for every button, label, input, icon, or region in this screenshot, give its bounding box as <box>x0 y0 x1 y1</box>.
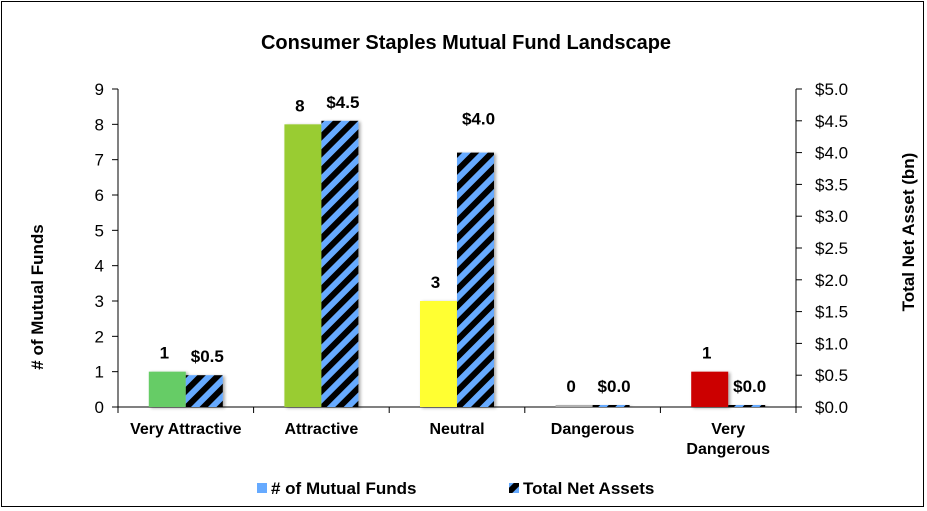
y2-axis-title: Total Net Asset (bn) <box>899 153 918 312</box>
bars <box>148 120 766 408</box>
bar-assets <box>321 120 359 408</box>
legend: # of Mutual Funds Total Net Assets <box>257 479 654 498</box>
y2-tick-label: $4.5 <box>815 112 848 131</box>
bar-funds <box>148 371 186 407</box>
legend-swatch-assets <box>509 483 519 493</box>
x-tick-label: Neutral <box>429 421 484 438</box>
x-tick-label: Very Dangerous <box>686 421 770 458</box>
bar-assets <box>185 375 223 407</box>
x-tick-label: Dangerous <box>551 421 635 438</box>
data-label-funds: 0 <box>566 377 575 396</box>
y2-tick-label: $5.0 <box>815 80 848 99</box>
data-label-funds: 3 <box>431 273 440 292</box>
data-labels: 1 $0.5 8 $4.5 3 $4.0 0 $0.0 1 $0.0 <box>160 93 767 396</box>
bar-funds <box>420 301 457 407</box>
x-tick-label: Attractive <box>284 421 358 438</box>
legend-swatch-funds <box>257 483 267 493</box>
data-label-assets: $0.0 <box>733 377 766 396</box>
y-tick-label: 0 <box>95 398 104 417</box>
y2-tick-label: $0.0 <box>815 398 848 417</box>
chart-svg: Consumer Staples Mutual Fund Landscape 0… <box>28 32 918 498</box>
data-label-funds: 8 <box>295 96 304 115</box>
y2-tick-label: $3.5 <box>815 175 848 194</box>
y-axis-title: # of Mutual Funds <box>28 224 47 369</box>
x-tick-label: Very Attractive <box>130 421 242 438</box>
data-label-funds: 1 <box>160 344 169 363</box>
y-tick-label: 9 <box>95 80 104 99</box>
bar-funds <box>555 405 593 407</box>
bar-assets <box>457 152 494 407</box>
y2-tick-label: $4.0 <box>815 144 848 163</box>
y-tick-label: 8 <box>95 115 104 134</box>
y-tick-label: 4 <box>95 257 104 276</box>
legend-label-funds: # of Mutual Funds <box>271 479 416 498</box>
y2-tick-label: $2.5 <box>815 239 848 258</box>
data-label-assets: $4.0 <box>462 110 495 129</box>
y2-tick-label: $0.5 <box>815 366 848 385</box>
data-label-funds: 1 <box>702 344 711 363</box>
chart-title: Consumer Staples Mutual Fund Landscape <box>261 32 671 54</box>
bar-funds <box>284 124 322 407</box>
bar-assets <box>592 405 630 407</box>
bar-assets <box>728 405 766 407</box>
y2-tick-label: $1.0 <box>815 334 848 353</box>
data-label-assets: $0.5 <box>191 347 224 366</box>
data-label-assets: $4.5 <box>326 93 359 112</box>
y-tick-label: 2 <box>95 327 104 346</box>
legend-label-assets: Total Net Assets <box>523 479 654 498</box>
bar-funds <box>691 371 729 407</box>
y2-tick-label: $2.0 <box>815 271 848 290</box>
y-tick-label: 1 <box>95 363 104 382</box>
y2-tick-label: $1.5 <box>815 303 848 322</box>
y-tick-label: 5 <box>95 221 104 240</box>
y2-tick-label: $3.0 <box>815 207 848 226</box>
axes: 0 1 2 3 4 5 6 7 8 9 $0.0 $0.5 $1.0 $1.5 $2.0 $2.5 $3.0 $3… <box>95 80 849 458</box>
data-label-assets: $0.0 <box>598 377 631 396</box>
y-tick-label: 6 <box>95 186 104 205</box>
y-tick-label: 7 <box>95 151 104 170</box>
y-tick-label: 3 <box>95 292 104 311</box>
